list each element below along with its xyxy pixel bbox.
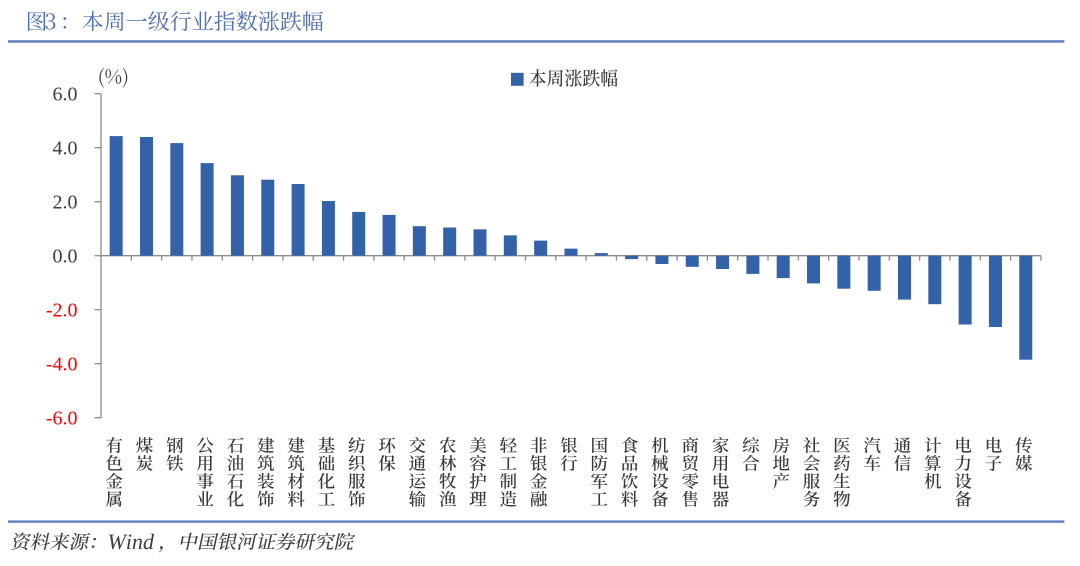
svg-text:-4.0: -4.0 — [46, 353, 78, 375]
svg-text:0.0: 0.0 — [53, 245, 78, 267]
svg-text:-2.0: -2.0 — [46, 299, 78, 321]
svg-text:2.0: 2.0 — [53, 191, 78, 213]
svg-text:4.0: 4.0 — [53, 137, 78, 159]
svg-text:-6.0: -6.0 — [46, 407, 78, 429]
svg-text:6.0: 6.0 — [53, 83, 78, 105]
